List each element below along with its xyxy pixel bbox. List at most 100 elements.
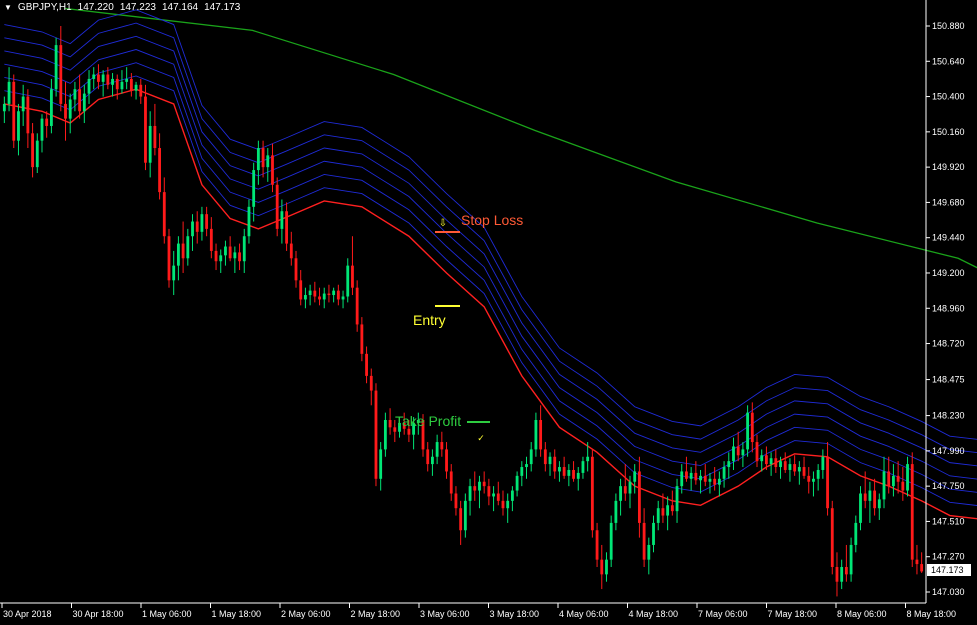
candle-body: [661, 508, 665, 516]
candle-body: [492, 493, 495, 497]
price-tick-label: 147.510: [932, 516, 965, 526]
candle-body: [487, 486, 491, 497]
time-tick-label: 8 May 18:00: [907, 609, 957, 619]
time-tick-label: 2 May 18:00: [351, 609, 401, 619]
ma-band-layer: [4, 9, 977, 506]
candle-body: [219, 255, 223, 262]
candle-body: [849, 544, 853, 575]
candle-body: [129, 78, 133, 91]
candle-body: [699, 475, 702, 481]
candle-body: [431, 456, 434, 465]
candle-body: [31, 133, 34, 168]
symbol-timeframe: GBPJPY,H1: [17, 2, 72, 13]
candle-body: [840, 567, 844, 582]
candle-body: [708, 478, 712, 482]
candle-body: [12, 81, 16, 141]
candle-body: [812, 478, 815, 482]
candle-body: [200, 214, 204, 232]
candle-body: [793, 464, 797, 472]
candle-body: [863, 493, 867, 501]
candle-body: [115, 78, 119, 90]
dropdown-triangle-icon[interactable]: ▼: [4, 3, 12, 12]
candle-body: [548, 456, 552, 465]
ma-band-line-1: [4, 75, 977, 506]
candle-body: [383, 419, 387, 450]
candle-body: [501, 500, 505, 509]
candle-body: [765, 455, 768, 465]
candle-body: [26, 96, 30, 134]
ma-band-line-4: [4, 35, 977, 467]
candle-body: [576, 472, 580, 479]
candle-body: [910, 464, 914, 560]
price-tick-label: 147.750: [932, 481, 965, 491]
candle-body: [553, 456, 557, 472]
price-tick-label: 149.200: [932, 268, 965, 278]
candle-body: [318, 296, 321, 300]
candle-body: [562, 467, 566, 476]
candle-body: [558, 467, 561, 472]
candle-body: [520, 467, 524, 476]
time-tick-label: 8 May 06:00: [837, 609, 887, 619]
candle-body: [416, 419, 420, 423]
candle-body: [835, 567, 839, 582]
check-icon: ✓: [477, 433, 485, 443]
candle-body: [774, 458, 778, 468]
candle-body: [181, 243, 185, 259]
price-ticks: 150.880 150.640 150.400 150.160 149.920 149.6…: [926, 21, 965, 597]
candle-body: [134, 84, 138, 91]
candle-body: [228, 246, 232, 259]
time-tick-label: 30 Apr 2018: [3, 609, 52, 619]
candle-body: [68, 99, 72, 119]
candle-body: [275, 184, 279, 229]
price-tick-label: 148.230: [932, 411, 965, 421]
candle-body: [153, 125, 157, 149]
candle-body: [802, 467, 806, 476]
candle-body: [402, 422, 406, 429]
time-tick-label: 30 Apr 18:00: [73, 609, 124, 619]
candle-body: [736, 446, 740, 456]
candle-body: [769, 458, 773, 465]
price-tick-label: 149.920: [932, 162, 965, 172]
candle-body: [327, 293, 331, 296]
candle-body: [167, 236, 171, 281]
candle-body: [887, 471, 891, 487]
time-axis[interactable]: 30 Apr 2018 30 Apr 18:00 1 May 06:00 1 May …: [0, 602, 957, 619]
candle-body: [332, 290, 336, 296]
candle-body: [87, 78, 91, 94]
price-axis[interactable]: 150.880 150.640 150.400 150.160 149.920 149.6…: [925, 0, 971, 603]
candle-body: [247, 206, 251, 237]
candle-body: [755, 442, 759, 462]
candle-body: [685, 471, 688, 479]
candle-body: [543, 449, 547, 465]
candle-body: [826, 456, 829, 509]
candle-body: [586, 456, 590, 462]
candle-body: [666, 505, 670, 516]
candle-body: [120, 81, 124, 90]
ma-fast-line: [4, 88, 977, 520]
candle-body: [727, 461, 731, 468]
candle-body: [656, 508, 660, 523]
candle-body: [45, 118, 49, 126]
candle-body: [158, 148, 161, 193]
price-tick-label: 150.640: [932, 56, 965, 66]
ma-slow-line: [64, 7, 977, 269]
candle-body: [675, 486, 679, 512]
price-tick-label: 149.680: [932, 197, 965, 207]
candle-body: [642, 522, 646, 560]
candle-body: [915, 559, 919, 565]
candle-body: [689, 472, 693, 479]
candle-body: [892, 475, 895, 487]
candle-body: [233, 252, 237, 259]
candle-body: [595, 530, 599, 560]
sl-arrow-icon: ⇩: [439, 218, 447, 229]
take-profit-label: Take Profit: [395, 413, 461, 429]
candles-layer: [2, 26, 924, 597]
ohlc-open: 147.220: [77, 2, 114, 13]
candle-body: [294, 258, 298, 281]
candle-body: [868, 490, 872, 501]
candle-body: [510, 490, 514, 501]
candle-body: [186, 236, 190, 259]
candle-body: [21, 96, 25, 112]
